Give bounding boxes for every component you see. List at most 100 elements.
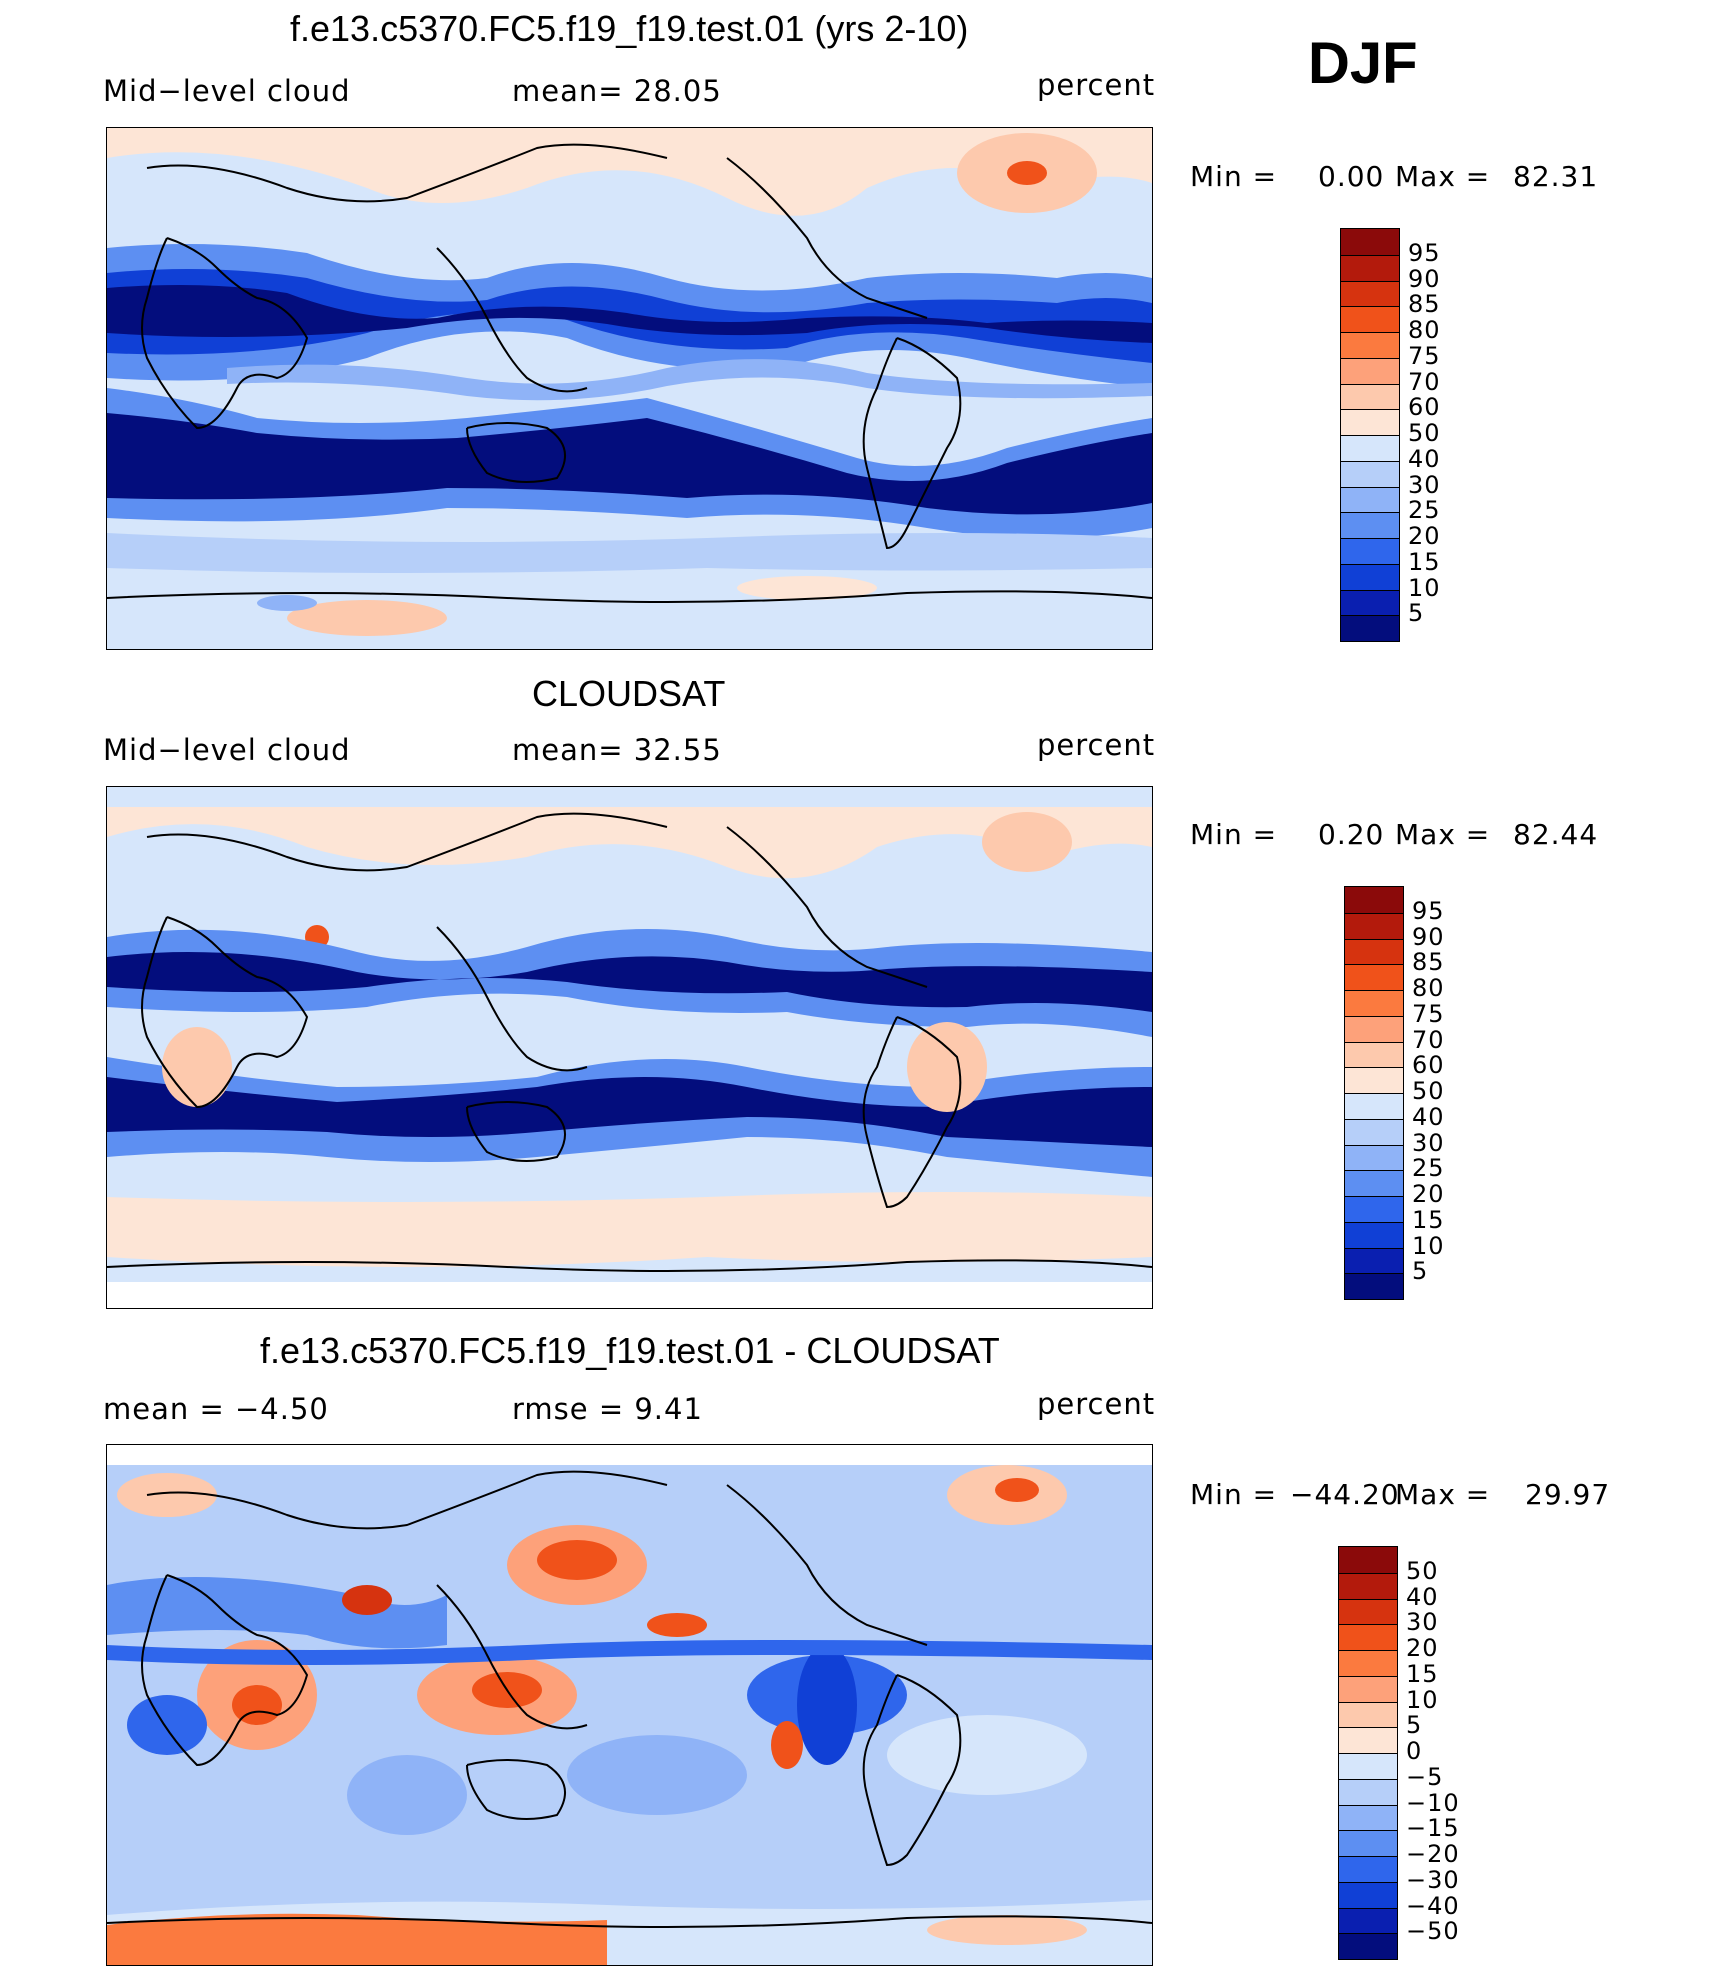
colorbar-tick-label: 85	[1408, 290, 1441, 319]
colorbar-tick-label: 30	[1408, 470, 1441, 499]
colorbar-swatch	[1339, 1830, 1397, 1856]
colorbar-tick-label: 50	[1406, 1556, 1439, 1585]
colorbar-tick-label: 30	[1406, 1608, 1439, 1637]
panel-diff-map	[106, 1444, 1153, 1966]
colorbar-tick-label: 70	[1412, 1025, 1445, 1054]
colorbar-swatch	[1341, 409, 1399, 435]
colorbar-swatch	[1341, 512, 1399, 538]
colorbar-tick-label: 10	[1412, 1231, 1445, 1260]
panel-model-max-value: 82.31	[1513, 160, 1599, 193]
colorbar-swatch	[1339, 1701, 1397, 1728]
colorbar-tick-label: −10	[1406, 1788, 1460, 1817]
colorbar-tick-label: 40	[1412, 1102, 1445, 1131]
colorbar-tick-label: 95	[1408, 238, 1441, 267]
colorbar-swatch	[1341, 460, 1399, 487]
colorbar-tick-label: −5	[1406, 1762, 1444, 1791]
colorbar-swatch	[1339, 1572, 1397, 1599]
colorbar-tick-label: 40	[1408, 444, 1441, 473]
panel-obs-map	[106, 786, 1153, 1309]
colorbar-tick-label: −20	[1406, 1840, 1460, 1868]
colorbar-swatch	[1341, 615, 1399, 641]
colorbar-swatch	[1345, 1221, 1403, 1248]
colorbar-tick-label: 80	[1408, 316, 1441, 344]
colorbar-swatch	[1341, 332, 1399, 358]
colorbar-swatch	[1345, 1118, 1403, 1145]
colorbar-tick-label: 15	[1408, 547, 1441, 576]
colorbar-swatch	[1341, 563, 1399, 590]
panel-diff-min-value: −44.20	[1290, 1478, 1400, 1511]
colorbar-swatch	[1341, 229, 1399, 255]
colorbar-tick-label: 10	[1406, 1685, 1439, 1714]
panel-model-min-label: Min =	[1190, 160, 1278, 193]
colorbar-tick-label: 60	[1412, 1051, 1445, 1080]
panel-obs-colorbar	[1344, 886, 1404, 1300]
panel-diff-mean-label: mean = −4.50	[103, 1392, 329, 1426]
panel-diff-map-svg	[107, 1445, 1152, 1965]
colorbar-tick-label: 10	[1408, 573, 1441, 602]
colorbar-swatch	[1345, 912, 1403, 939]
colorbar-swatch	[1339, 1650, 1397, 1676]
colorbar-tick-label: 50	[1408, 419, 1441, 447]
colorbar-tick-label: 20	[1412, 1180, 1445, 1208]
colorbar-swatch	[1339, 1547, 1397, 1573]
colorbar-swatch	[1341, 254, 1399, 281]
colorbar-swatch	[1341, 306, 1399, 332]
colorbar-tick-label: 15	[1412, 1205, 1445, 1234]
panel-diff-rmse-label: rmse = 9.41	[512, 1392, 703, 1426]
colorbar-swatch	[1341, 383, 1399, 410]
colorbar-tick-label: 50	[1412, 1077, 1445, 1105]
colorbar-tick-label: 80	[1412, 974, 1445, 1002]
colorbar-swatch	[1339, 1727, 1397, 1753]
colorbar-swatch	[1345, 1247, 1403, 1274]
colorbar-tick-label: 5	[1408, 599, 1425, 628]
colorbar-swatch	[1345, 1041, 1403, 1068]
colorbar-swatch	[1339, 1624, 1397, 1650]
panel-obs-min-label: Min =	[1190, 818, 1278, 851]
colorbar-tick-label: 70	[1408, 367, 1441, 396]
colorbar-tick-label: 30	[1412, 1128, 1445, 1157]
colorbar-tick-label: 25	[1412, 1154, 1445, 1183]
colorbar-swatch	[1339, 1881, 1397, 1908]
colorbar-swatch	[1345, 1067, 1403, 1093]
colorbar-swatch	[1345, 1196, 1403, 1222]
panel-obs-min-value: 0.20	[1318, 818, 1385, 851]
panel-obs-max-label: Max =	[1395, 818, 1491, 851]
colorbar-tick-label: 90	[1408, 264, 1441, 293]
colorbar-swatch	[1345, 1015, 1403, 1042]
colorbar-swatch	[1339, 1856, 1397, 1882]
panel-obs-map-svg	[107, 787, 1152, 1308]
colorbar-swatch	[1341, 589, 1399, 616]
colorbar-tick-label: −15	[1406, 1814, 1460, 1843]
panel-obs-max-value: 82.44	[1513, 818, 1599, 851]
colorbar-swatch	[1339, 1933, 1397, 1959]
panel-diff-colorbar	[1338, 1546, 1398, 1960]
panel-model-map	[106, 127, 1153, 650]
colorbar-tick-label: 95	[1412, 896, 1445, 925]
colorbar-swatch	[1341, 357, 1399, 384]
colorbar-tick-label: 0	[1406, 1737, 1423, 1765]
panel-diff-max-value: 29.97	[1525, 1478, 1611, 1511]
colorbar-tick-label: 20	[1406, 1634, 1439, 1662]
colorbar-swatch	[1345, 887, 1403, 913]
colorbar-tick-label: 60	[1408, 393, 1441, 422]
colorbar-tick-label: 25	[1408, 496, 1441, 525]
panel-diff-title: f.e13.c5370.FC5.f19_f19.test.01 - CLOUDS…	[260, 1330, 1000, 1371]
colorbar-tick-label: −30	[1406, 1865, 1460, 1894]
panel-obs-variable-label: Mid−level cloud	[103, 733, 351, 767]
colorbar-swatch	[1341, 538, 1399, 564]
panel-model-min-value: 0.00	[1318, 160, 1385, 193]
colorbar-tick-label: 5	[1406, 1711, 1423, 1740]
colorbar-tick-label: −50	[1406, 1917, 1460, 1946]
colorbar-swatch	[1341, 486, 1399, 513]
colorbar-swatch	[1345, 964, 1403, 990]
colorbar-tick-label: 75	[1412, 999, 1445, 1028]
panel-obs-title: CLOUDSAT	[532, 673, 726, 714]
panel-model-title: f.e13.c5370.FC5.f19_f19.test.01 (yrs 2-1…	[290, 8, 969, 49]
colorbar-swatch	[1345, 990, 1403, 1016]
colorbar-swatch	[1345, 1273, 1403, 1299]
colorbar-tick-label: 90	[1412, 922, 1445, 951]
panel-diff-units-label: percent	[1037, 1387, 1156, 1421]
colorbar-tick-label: 5	[1412, 1257, 1429, 1286]
panel-model-max-label: Max =	[1395, 160, 1491, 193]
colorbar-swatch	[1339, 1753, 1397, 1779]
